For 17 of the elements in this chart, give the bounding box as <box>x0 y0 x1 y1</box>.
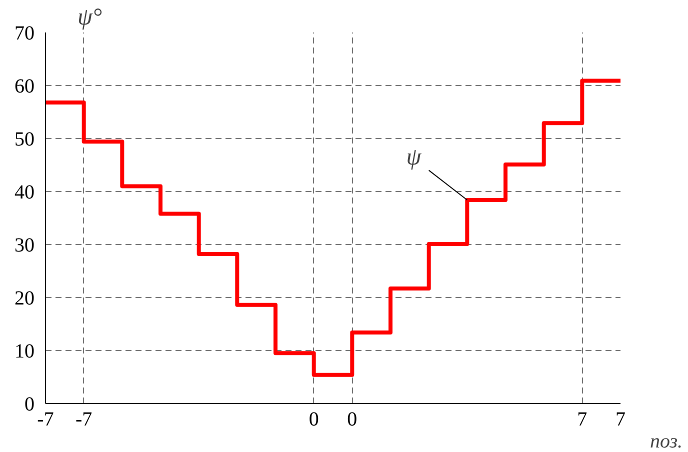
y-tick-label: 70 <box>14 22 34 44</box>
y-tick-label: 40 <box>14 182 34 204</box>
y-tick-label: 50 <box>14 128 34 150</box>
y-axis-title: ψ° <box>78 4 102 30</box>
x-tick-label: 7 <box>616 408 626 430</box>
x-tick-label: 0 <box>308 408 319 430</box>
x-axis-title: поз. <box>650 430 683 452</box>
y-tick-label: 10 <box>14 340 34 362</box>
text: ψ <box>406 144 422 170</box>
x-tick-label: -7 <box>37 408 54 430</box>
y-tick-label: 30 <box>14 234 34 256</box>
y-tick-label: 20 <box>14 288 34 310</box>
x-tick-label: -7 <box>76 408 92 430</box>
y-tick-label: 60 <box>14 76 34 98</box>
x-tick-label: 7 <box>577 408 588 430</box>
y-tick-label: 0 <box>24 394 34 416</box>
x-tick-label: 0 <box>347 408 358 430</box>
